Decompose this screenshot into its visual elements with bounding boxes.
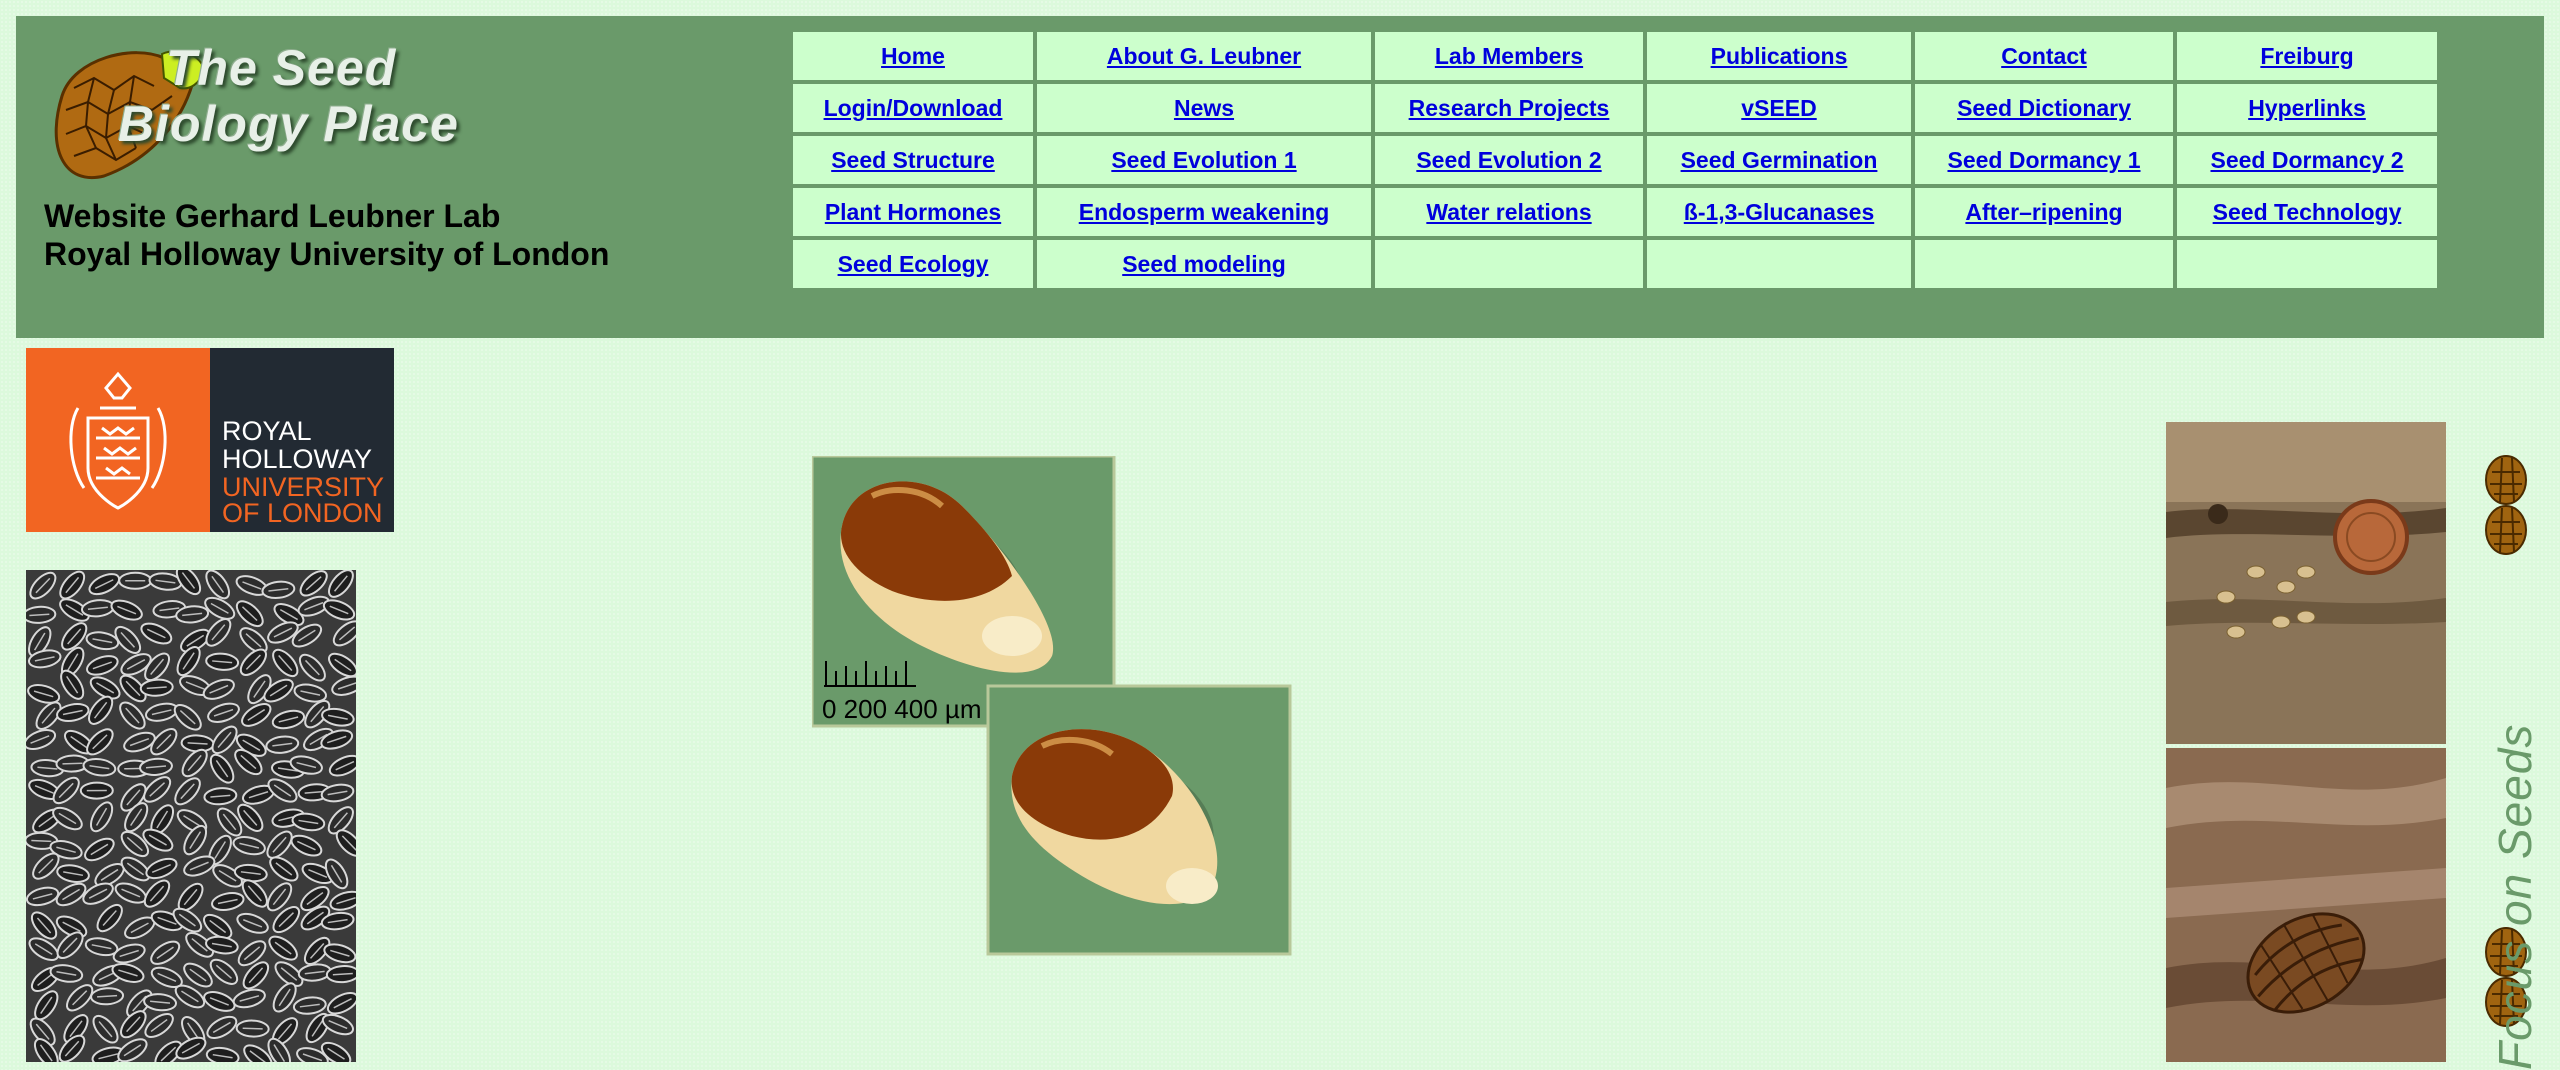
- nav-cell: Seed Structure: [793, 136, 1033, 184]
- site-header: The Seed Biology Place Website Gerhard L…: [16, 16, 2544, 338]
- nav-cell: News: [1037, 84, 1371, 132]
- nav-link-seed-germination[interactable]: Seed Germination: [1681, 147, 1878, 173]
- nav-cell: Lab Members: [1375, 32, 1643, 80]
- nav-cell: Water relations: [1375, 188, 1643, 236]
- nav-cell: vSEED: [1647, 84, 1911, 132]
- nav-link-hyperlinks[interactable]: Hyperlinks: [2248, 95, 2366, 121]
- nav-link-after-ripening[interactable]: After–ripening: [1965, 199, 2122, 225]
- nav-cell: Research Projects: [1375, 84, 1643, 132]
- rh-line2: HOLLOWAY: [222, 444, 372, 474]
- nav-cell: Plant Hormones: [793, 188, 1033, 236]
- sunflower-seeds-image: [26, 570, 356, 1062]
- nav-link-seed-technology[interactable]: Seed Technology: [2213, 199, 2402, 225]
- logo-title-line2: Biology Place: [118, 96, 459, 152]
- nav-link-seed-modeling[interactable]: Seed modeling: [1122, 251, 1286, 277]
- nav-cell: [1647, 240, 1911, 288]
- nav-link-seed-evolution-2[interactable]: Seed Evolution 2: [1416, 147, 1601, 173]
- nav-link-lab-members[interactable]: Lab Members: [1435, 43, 1583, 69]
- nav-link-1-3-glucanases[interactable]: ß-1,3-Glucanases: [1684, 199, 1874, 225]
- nav-link-contact[interactable]: Contact: [2001, 43, 2087, 69]
- nav-cell: Freiburg: [2177, 32, 2437, 80]
- nav-cell: Seed Dormancy 2: [2177, 136, 2437, 184]
- nav-row: Seed Structure Seed Evolution 1 Seed Evolu…: [793, 136, 2437, 184]
- nav-cell: Seed modeling: [1037, 240, 1371, 288]
- nav-cell: [1375, 240, 1643, 288]
- logo-title-line1: The Seed: [166, 40, 396, 96]
- side-banner-text: Focus on Seeds: [2488, 724, 2542, 1070]
- university-title: Royal Holloway University of London: [44, 236, 609, 273]
- cone-on-wood-photo: [2166, 748, 2446, 1062]
- seed-icon: [2486, 456, 2526, 504]
- nav-cell: Seed Germination: [1647, 136, 1911, 184]
- nav-cell: Contact: [1915, 32, 2173, 80]
- nav-link-endosperm-weakening[interactable]: Endosperm weakening: [1079, 199, 1330, 225]
- nav-cell: Seed Evolution 2: [1375, 136, 1643, 184]
- nav-link-seed-dormancy-1[interactable]: Seed Dormancy 1: [1947, 147, 2140, 173]
- nav-cell: Seed Evolution 1: [1037, 136, 1371, 184]
- nav-link-seed-structure[interactable]: Seed Structure: [831, 147, 995, 173]
- nav-cell: Publications: [1647, 32, 1911, 80]
- nav-link-news[interactable]: News: [1174, 95, 1234, 121]
- nav-row: Seed Ecology Seed modeling: [793, 240, 2437, 288]
- nav-cell: [1915, 240, 2173, 288]
- seeds-coin-photo: [2166, 422, 2446, 744]
- lab-title: Website Gerhard Leubner Lab: [44, 198, 500, 235]
- rh-line4: OF LONDON: [222, 498, 383, 528]
- site-logo-title[interactable]: The Seed Biology Place: [166, 40, 459, 152]
- nav-cell: About G. Leubner: [1037, 32, 1371, 80]
- nav-link-seed-dormancy-2[interactable]: Seed Dormancy 2: [2210, 147, 2403, 173]
- nav-cell: Endosperm weakening: [1037, 188, 1371, 236]
- nav-link-research-projects[interactable]: Research Projects: [1409, 95, 1610, 121]
- nav-cell: Seed Dictionary: [1915, 84, 2173, 132]
- scale-bar-label: 0 200 400 µm: [822, 694, 982, 725]
- penny-icon: [2335, 501, 2407, 573]
- nav-link-seed-evolution-1[interactable]: Seed Evolution 1: [1111, 147, 1296, 173]
- nav-link-plant-hormones[interactable]: Plant Hormones: [825, 199, 1001, 225]
- nav-link-seed-ecology[interactable]: Seed Ecology: [838, 251, 989, 277]
- seed-icon: [2486, 506, 2526, 554]
- nav-cell: [2177, 240, 2437, 288]
- nav-link-login-download[interactable]: Login/Download: [824, 95, 1003, 121]
- nav-link-water-relations[interactable]: Water relations: [1426, 199, 1591, 225]
- rh-line1: ROYAL: [222, 416, 312, 446]
- nav-link-publications[interactable]: Publications: [1711, 43, 1848, 69]
- nav-cell: ß-1,3-Glucanases: [1647, 188, 1911, 236]
- nav-row: Home About G. Leubner Lab Members Publicati…: [793, 32, 2437, 80]
- nav-row: Plant Hormones Endosperm weakening Water r…: [793, 188, 2437, 236]
- royal-holloway-logo[interactable]: ROYAL HOLLOWAY UNIVERSITY OF LONDON: [26, 348, 394, 532]
- nav-cell: Hyperlinks: [2177, 84, 2437, 132]
- main-navigation: Home About G. Leubner Lab Members Publicati…: [789, 28, 2441, 292]
- nav-link-vseed[interactable]: vSEED: [1741, 95, 1816, 121]
- nav-cell: Home: [793, 32, 1033, 80]
- nav-link-about-g-leubner[interactable]: About G. Leubner: [1107, 43, 1301, 69]
- nav-cell: After–ripening: [1915, 188, 2173, 236]
- nav-cell: Seed Ecology: [793, 240, 1033, 288]
- nav-link-seed-dictionary[interactable]: Seed Dictionary: [1957, 95, 2131, 121]
- nav-cell: Login/Download: [793, 84, 1033, 132]
- nav-row: Login/Download News Research Projects vSEED…: [793, 84, 2437, 132]
- nav-cell: Seed Dormancy 1: [1915, 136, 2173, 184]
- nav-link-freiburg[interactable]: Freiburg: [2260, 43, 2353, 69]
- nav-cell: Seed Technology: [2177, 188, 2437, 236]
- nav-link-home[interactable]: Home: [881, 43, 945, 69]
